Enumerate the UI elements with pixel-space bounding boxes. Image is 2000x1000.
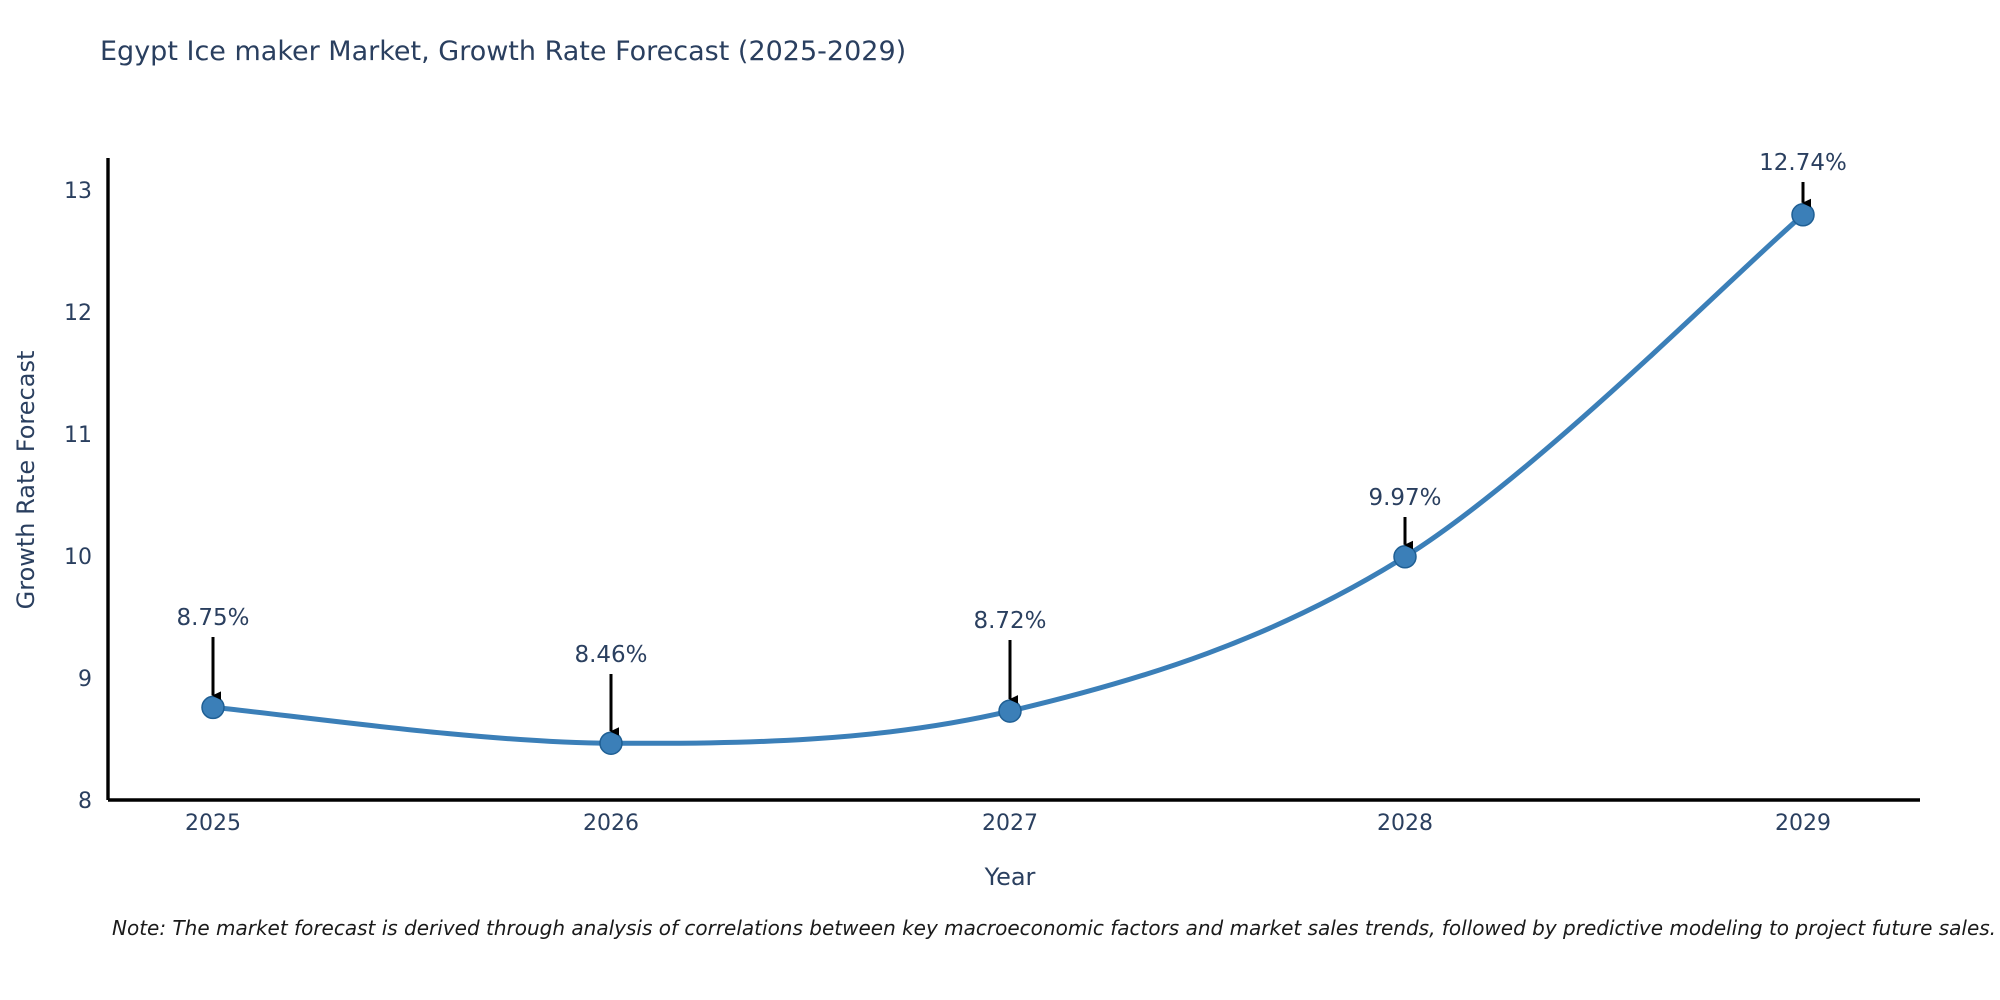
point-label-2025: 8.75% (176, 605, 249, 631)
x-tick-label-2025: 2025 (185, 811, 241, 836)
annotation-arrows (211, 182, 1811, 736)
chart-footnote: Note: The market forecast is derived thr… (112, 916, 1996, 940)
y-tick-label-10: 10 (64, 545, 92, 570)
y-tick-label-9: 9 (78, 667, 92, 692)
y-tick-label-8: 8 (78, 789, 92, 814)
point-label-2027: 8.72% (973, 608, 1046, 634)
point-label-2026: 8.46% (574, 642, 647, 668)
x-tick-label-2028: 2028 (1377, 811, 1433, 836)
data-point-marker (1393, 545, 1417, 569)
x-axis-title: Year (984, 863, 1036, 891)
point-label-2029: 12.74% (1759, 150, 1847, 176)
y-tick-label-12: 12 (64, 301, 92, 326)
data-point-marker (1791, 203, 1815, 227)
data-series-line (210, 212, 1806, 746)
data-point-marker (599, 731, 623, 755)
y-tick-label-13: 13 (64, 179, 92, 204)
data-point-marker (201, 695, 225, 720)
point-label-2028: 9.97% (1368, 485, 1441, 511)
y-axis-title: Growth Rate Forecast (12, 351, 40, 610)
x-tick-label-2027: 2027 (982, 811, 1038, 836)
x-tick-label-2026: 2026 (583, 811, 639, 836)
chart-title: Egypt Ice maker Market, Growth Rate Fore… (100, 36, 907, 67)
y-tick-label-11: 11 (64, 423, 92, 448)
x-tick-label-2029: 2029 (1775, 811, 1831, 836)
data-point-markers (201, 203, 1815, 755)
data-point-marker (998, 699, 1022, 723)
